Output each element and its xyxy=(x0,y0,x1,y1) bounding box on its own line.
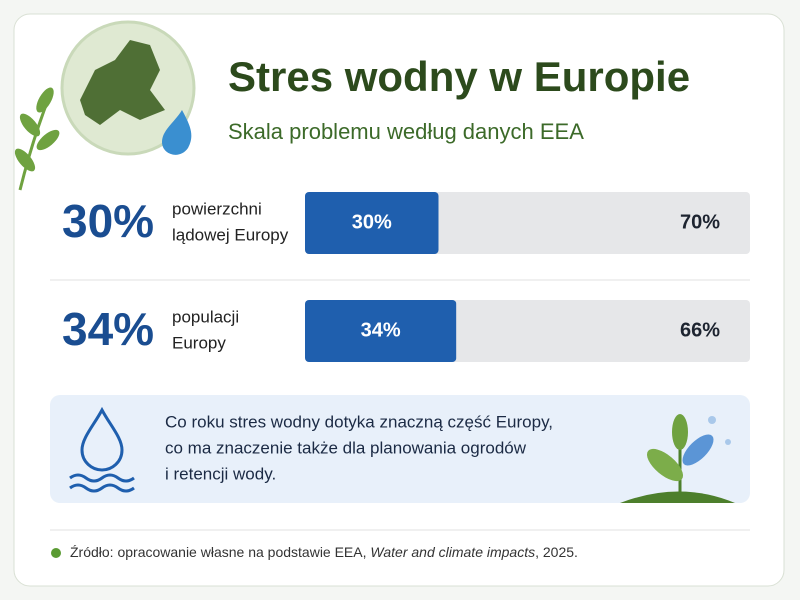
big-number: 30% xyxy=(62,195,154,247)
source: Źródło: opracowanie własne na podstawie … xyxy=(70,544,578,560)
source-suffix: , 2025. xyxy=(535,544,578,560)
note-line: co ma znaczenie także dla planowania ogr… xyxy=(165,438,527,457)
source-prefix: Źródło: opracowanie własne na podstawie … xyxy=(70,544,370,560)
globe-icon xyxy=(60,20,196,156)
subtitle: Skala problemu według danych EEA xyxy=(228,119,584,144)
note-line: Co roku stres wodny dotyka znaczną część… xyxy=(165,412,553,431)
bar-value-label: 70% xyxy=(680,211,720,233)
source-italic: Water and climate impacts xyxy=(370,544,535,560)
category-label: lądowej Europy xyxy=(172,225,289,244)
category-label: powierzchni xyxy=(172,199,262,218)
bar-segment xyxy=(305,192,439,254)
category-label: Europy xyxy=(172,333,226,352)
bar-value-label: 66% xyxy=(680,319,720,341)
big-number: 34% xyxy=(62,303,154,355)
title: Stres wodny w Europie xyxy=(228,53,690,100)
water-icon xyxy=(69,406,135,493)
bar-segment xyxy=(438,192,750,254)
bar-value-label: 30% xyxy=(352,211,392,233)
plant-icon xyxy=(620,414,735,503)
bar-value-label: 34% xyxy=(361,319,401,341)
category-label: populacji xyxy=(172,307,239,326)
bar-segment xyxy=(305,300,457,362)
bar-segment xyxy=(456,300,750,362)
note-box xyxy=(50,395,750,503)
leaf-decoration xyxy=(14,87,60,191)
note-line: i retencji wody. xyxy=(165,464,276,483)
source-dot xyxy=(51,548,61,558)
